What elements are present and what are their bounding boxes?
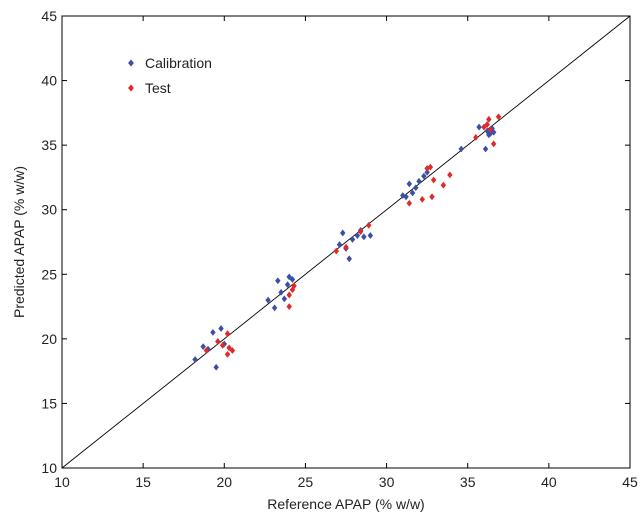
data-point xyxy=(406,199,413,207)
data-point xyxy=(343,243,349,251)
x-tick-label: 45 xyxy=(622,474,638,490)
data-point xyxy=(215,338,221,345)
data-point xyxy=(490,140,497,148)
x-tick-label: 30 xyxy=(379,474,395,490)
data-points xyxy=(192,113,502,371)
data-point xyxy=(429,193,435,201)
data-point xyxy=(419,195,425,203)
x-tick-label: 15 xyxy=(135,474,151,490)
x-tick-label: 25 xyxy=(298,474,314,490)
identity-line xyxy=(61,15,631,469)
data-point xyxy=(291,282,297,290)
data-point xyxy=(289,276,296,283)
data-point xyxy=(333,247,339,255)
y-tick-label: 25 xyxy=(41,266,57,282)
data-point xyxy=(224,330,231,338)
data-point xyxy=(224,350,231,358)
y-axis-label: Predicted APAP (% w/w) xyxy=(11,166,27,318)
data-point xyxy=(482,145,489,153)
axis-ticks: 10 15 20 25 30 35 40 45 10 15 20 25 30 35 40 45 xyxy=(41,8,638,490)
data-point xyxy=(192,356,198,363)
data-point xyxy=(487,130,494,137)
data-point xyxy=(354,232,361,239)
series-calibration xyxy=(192,123,497,371)
data-point xyxy=(219,341,226,349)
data-point xyxy=(286,291,292,299)
y-tick-label: 10 xyxy=(41,460,57,476)
x-axis-label: Reference APAP (% w/w) xyxy=(267,496,424,512)
legend-label: Test xyxy=(145,80,171,96)
series-test xyxy=(203,113,502,358)
legend-marker xyxy=(128,59,134,67)
data-point xyxy=(486,115,492,123)
y-tick-label: 15 xyxy=(41,395,57,411)
data-point xyxy=(203,347,210,354)
data-point xyxy=(366,221,372,229)
data-point xyxy=(484,127,490,135)
data-point xyxy=(424,164,430,172)
data-point xyxy=(275,277,281,285)
data-point xyxy=(367,232,374,239)
data-point xyxy=(427,163,434,171)
data-point xyxy=(424,168,430,176)
x-tick-label: 20 xyxy=(216,474,232,490)
x-tick-label: 40 xyxy=(541,474,557,490)
legend-label: Calibration xyxy=(145,55,212,71)
data-point xyxy=(357,228,364,236)
x-tick-label: 10 xyxy=(54,474,70,490)
data-point xyxy=(430,176,437,184)
data-point xyxy=(416,177,422,185)
data-point xyxy=(213,363,219,371)
data-point xyxy=(481,123,487,131)
y-tick-label: 30 xyxy=(41,202,57,218)
data-point xyxy=(289,286,296,294)
data-point xyxy=(218,325,224,332)
data-point xyxy=(265,296,271,304)
data-point xyxy=(495,113,502,121)
data-point xyxy=(406,180,413,188)
data-point xyxy=(361,233,367,241)
data-point xyxy=(447,171,453,179)
data-point xyxy=(440,181,447,189)
data-point xyxy=(403,193,409,201)
data-point xyxy=(458,145,464,153)
data-point xyxy=(340,229,346,237)
data-point xyxy=(271,304,278,312)
y-tick-label: 45 xyxy=(41,8,57,24)
data-point xyxy=(346,255,352,263)
data-point xyxy=(281,295,288,303)
data-point xyxy=(421,172,427,180)
data-point xyxy=(210,329,216,336)
y-tick-label: 20 xyxy=(41,331,57,347)
x-tick-label: 35 xyxy=(460,474,476,490)
data-point xyxy=(409,189,416,197)
data-point xyxy=(229,347,236,354)
data-point xyxy=(473,133,479,141)
data-point xyxy=(284,281,291,289)
y-tick-label: 35 xyxy=(41,137,57,153)
data-point xyxy=(278,288,284,296)
data-point xyxy=(487,126,494,134)
data-point xyxy=(476,123,482,131)
y-tick-label: 40 xyxy=(41,73,57,89)
data-point xyxy=(200,343,206,351)
data-point xyxy=(484,121,490,128)
data-point xyxy=(349,236,356,243)
data-point xyxy=(413,184,419,192)
data-point xyxy=(286,303,292,310)
legend: Calibration Test xyxy=(128,55,212,96)
legend-marker xyxy=(128,84,134,92)
data-point xyxy=(336,241,343,248)
